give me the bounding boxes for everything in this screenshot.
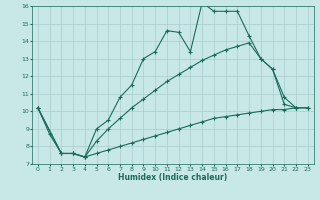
X-axis label: Humidex (Indice chaleur): Humidex (Indice chaleur)	[118, 173, 228, 182]
